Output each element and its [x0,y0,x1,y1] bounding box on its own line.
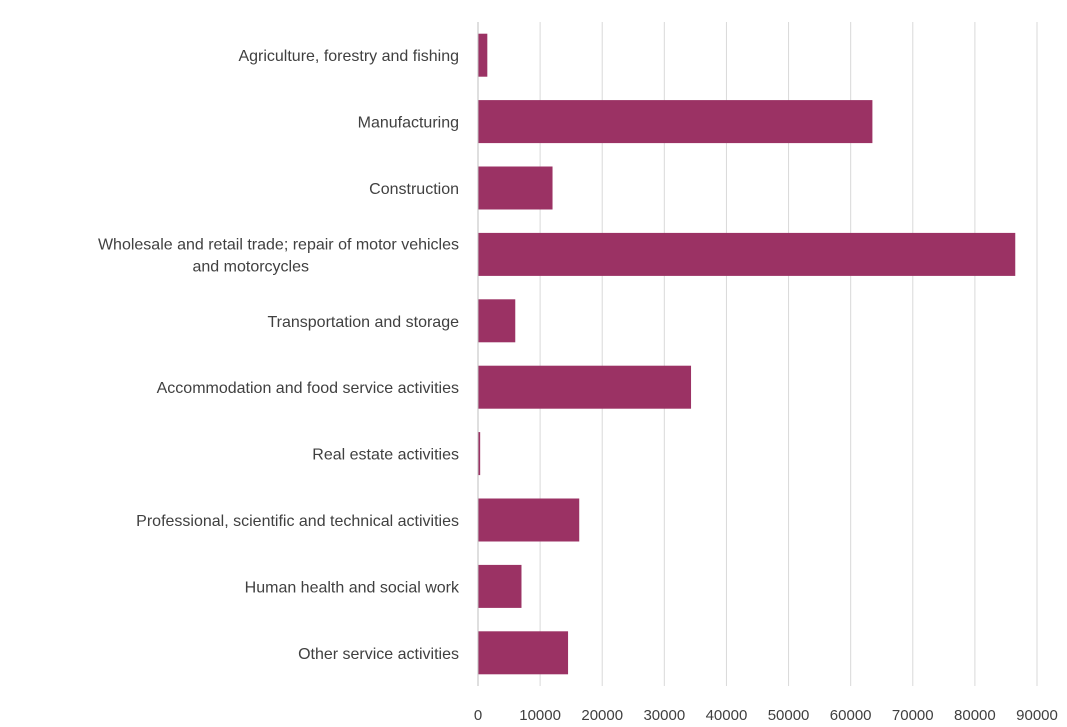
bar [478,100,873,144]
bar [478,631,569,675]
category-label: Manufacturing [358,115,459,132]
bar [478,33,488,77]
category-label: Transportation and storage [267,314,459,331]
bar [478,498,580,542]
bar [478,432,481,476]
category-label: Construction [369,181,459,198]
category-label: Wholesale and retail trade; repair of mo… [98,236,459,253]
bar [478,365,692,409]
category-labels: Agriculture, forestry and fishing Manufac… [98,48,460,663]
tick-label: 30000 [643,707,685,724]
tick-label: 60000 [830,707,872,724]
bar [478,299,516,343]
category-label: Agriculture, forestry and fishing [238,48,459,65]
tick-label: 20000 [581,707,623,724]
category-label: Professional, scientific and technical a… [136,513,459,530]
bar [478,166,553,210]
tick-label: 80000 [954,707,996,724]
tick-label: 40000 [706,707,748,724]
category-label: Human health and social work [245,579,460,596]
x-axis-tick-labels: 0 10000 20000 30000 40000 50000 60000 70000 8000… [474,707,1058,724]
tick-label: 0 [474,707,482,724]
tick-label: 50000 [768,707,810,724]
tick-label: 10000 [519,707,561,724]
category-label: Accommodation and food service activitie… [157,380,459,397]
category-label: Other service activities [298,646,459,663]
tick-label: 90000 [1016,707,1058,724]
tick-label: 70000 [892,707,934,724]
category-label: Real estate activities [312,447,459,464]
bar [478,232,1016,276]
bars [478,33,1016,675]
bar [478,564,522,608]
category-label: and motorcycles [193,258,310,275]
